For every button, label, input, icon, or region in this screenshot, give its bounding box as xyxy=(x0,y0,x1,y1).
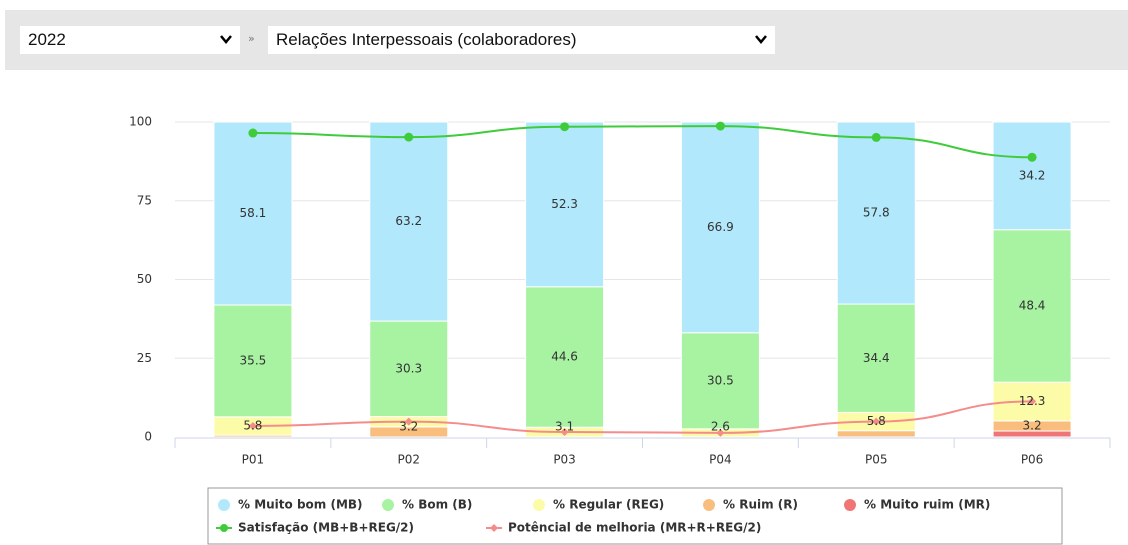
year-select[interactable]: 2022 xyxy=(20,26,240,54)
y-tick-label: 0 xyxy=(144,430,152,444)
bar-segment xyxy=(992,121,1072,231)
line-marker xyxy=(560,427,569,436)
data-label: 58.1 xyxy=(240,206,267,220)
legend-label: % Bom (B) xyxy=(402,498,472,512)
data-label: 3.2 xyxy=(399,420,418,434)
toolbar: 2022 » Relações Interpessoais (colaborad… xyxy=(5,10,1128,70)
legend-marker xyxy=(844,499,856,511)
data-label: 5.8 xyxy=(243,418,262,432)
line-marker xyxy=(716,428,725,437)
bar-segment xyxy=(992,229,1072,383)
data-label: 3.2 xyxy=(1023,418,1042,432)
dropdown-arrow xyxy=(755,35,767,44)
bar-segment xyxy=(680,332,760,430)
legend-marker xyxy=(490,524,498,532)
x-tick-label: P04 xyxy=(709,453,732,467)
line-marker xyxy=(404,132,414,142)
y-tick-label: 75 xyxy=(137,193,152,207)
topic-select[interactable]: Relações Interpessoais (colaboradores) xyxy=(268,26,775,54)
bar-segment xyxy=(680,121,760,334)
line-marker xyxy=(871,132,881,142)
line-marker xyxy=(1028,397,1037,406)
data-label: 34.2 xyxy=(1019,168,1046,182)
data-label: 35.5 xyxy=(240,353,267,367)
bar-segment xyxy=(836,303,916,413)
data-label: 52.3 xyxy=(551,197,578,211)
x-tick-label: P05 xyxy=(865,453,888,467)
data-label: 2.6 xyxy=(711,420,730,434)
legend-label: % Muito bom (MB) xyxy=(238,498,363,512)
legend-marker xyxy=(218,499,230,511)
legend-label: Satisfação (MB+B+REG/2) xyxy=(238,521,414,535)
legend-marker xyxy=(220,524,228,532)
y-tick-label: 100 xyxy=(129,115,152,129)
x-tick-label: P02 xyxy=(397,453,420,467)
legend-marker xyxy=(382,499,394,511)
data-label: 44.6 xyxy=(551,349,578,363)
line-marker xyxy=(560,122,570,132)
legend-marker xyxy=(703,499,715,511)
y-tick-label: 50 xyxy=(137,272,152,286)
data-label: 57.8 xyxy=(863,206,890,220)
data-label: 5.8 xyxy=(867,414,886,428)
line xyxy=(252,400,1033,434)
data-label: 66.9 xyxy=(707,220,734,234)
bar-segment xyxy=(836,430,916,438)
data-label: 3.1 xyxy=(555,420,574,434)
x-tick-label: P06 xyxy=(1021,453,1044,467)
legend-box xyxy=(207,487,1063,545)
data-label: 30.5 xyxy=(707,373,734,387)
dropdown-arrow xyxy=(220,35,232,44)
bar-segment xyxy=(525,286,605,428)
data-label: 48.4 xyxy=(1019,298,1046,312)
line-marker xyxy=(404,417,413,426)
bar-segment xyxy=(369,320,449,418)
y-tick-label: 25 xyxy=(137,351,152,365)
data-label: 12.3 xyxy=(1019,394,1046,408)
legend-label: % Regular (REG) xyxy=(553,498,664,512)
bar-segment xyxy=(369,121,449,322)
legend-label: % Ruim (R) xyxy=(723,498,798,512)
line-marker xyxy=(248,421,257,430)
topic-value: Relações Interpessoais (colaboradores) xyxy=(276,30,577,49)
line xyxy=(252,125,1033,159)
x-tick-label: P01 xyxy=(242,453,265,467)
legend-label: % Muito ruim (MR) xyxy=(864,498,990,512)
bar-segment xyxy=(836,121,916,305)
year-value: 2022 xyxy=(28,30,66,49)
separator: » xyxy=(248,32,255,45)
line-marker xyxy=(872,417,881,426)
data-label: 63.2 xyxy=(395,214,422,228)
bar-segment xyxy=(213,304,293,418)
bar-segment xyxy=(525,121,605,288)
line-marker xyxy=(715,121,725,131)
line-marker xyxy=(1027,152,1037,162)
data-label: 34.4 xyxy=(863,351,890,365)
x-tick-label: P03 xyxy=(553,453,576,467)
data-label: 30.3 xyxy=(395,361,422,375)
legend-label: Potêncial de melhoria (MR+R+REG/2) xyxy=(508,521,761,535)
bar-segment xyxy=(213,121,293,306)
line-marker xyxy=(248,128,258,138)
legend-marker xyxy=(533,499,545,511)
